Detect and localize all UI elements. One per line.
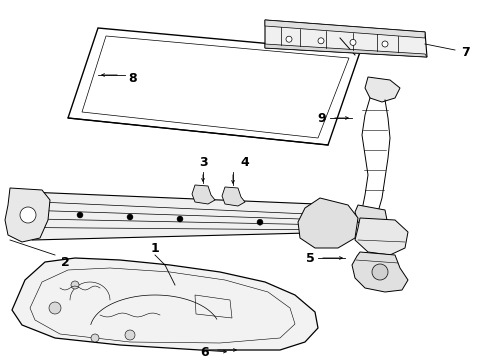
Polygon shape	[68, 28, 360, 145]
Polygon shape	[28, 192, 348, 240]
Polygon shape	[265, 44, 427, 57]
Text: 2: 2	[61, 256, 70, 270]
Polygon shape	[355, 218, 408, 255]
Polygon shape	[265, 20, 425, 38]
Polygon shape	[5, 188, 50, 242]
Circle shape	[71, 281, 79, 289]
Text: 6: 6	[201, 346, 209, 359]
Circle shape	[127, 214, 133, 220]
Polygon shape	[298, 198, 358, 248]
Text: 7: 7	[461, 45, 469, 58]
Circle shape	[372, 264, 388, 280]
Polygon shape	[355, 205, 388, 232]
Circle shape	[20, 207, 36, 223]
Text: 4: 4	[241, 156, 249, 168]
Text: 8: 8	[129, 72, 137, 85]
Circle shape	[125, 330, 135, 340]
Text: 1: 1	[150, 242, 159, 255]
Circle shape	[318, 38, 324, 44]
Circle shape	[350, 39, 356, 45]
Circle shape	[77, 212, 83, 218]
Polygon shape	[265, 20, 427, 57]
Polygon shape	[365, 77, 400, 102]
Text: 3: 3	[198, 156, 207, 168]
Polygon shape	[192, 185, 215, 204]
Circle shape	[49, 302, 61, 314]
Circle shape	[91, 334, 99, 342]
Polygon shape	[222, 187, 245, 206]
Text: 9: 9	[318, 112, 326, 125]
Text: 5: 5	[306, 252, 315, 265]
Circle shape	[177, 216, 183, 222]
Circle shape	[257, 219, 263, 225]
Polygon shape	[352, 252, 408, 292]
Circle shape	[382, 41, 388, 47]
Polygon shape	[12, 258, 318, 350]
Circle shape	[286, 36, 292, 42]
